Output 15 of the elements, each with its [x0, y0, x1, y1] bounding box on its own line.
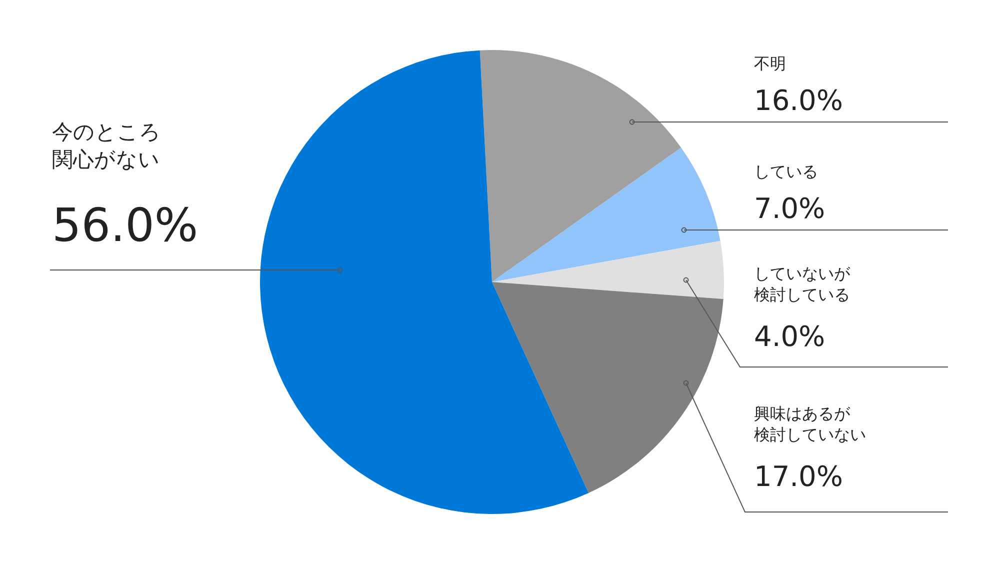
data-label: 16.0%	[754, 84, 843, 117]
data-label: 4.0%	[754, 320, 826, 353]
pie-slice	[492, 148, 720, 282]
pie-slice	[492, 240, 724, 299]
data-label: 7.0%	[754, 192, 826, 225]
data-label: 17.0%	[754, 460, 843, 493]
slice-label: 今のところ関心がない	[52, 120, 161, 172]
pie-slice	[480, 50, 682, 282]
slice-label: 不明	[754, 54, 786, 73]
pie-slice	[492, 282, 724, 493]
slice-label: していないが検討している	[754, 264, 851, 304]
slice-label: 興味はあるが検討していない	[754, 404, 866, 444]
pie-slice	[260, 50, 589, 514]
data-label: 56.0%	[52, 198, 198, 252]
slice-label: している	[754, 162, 818, 181]
